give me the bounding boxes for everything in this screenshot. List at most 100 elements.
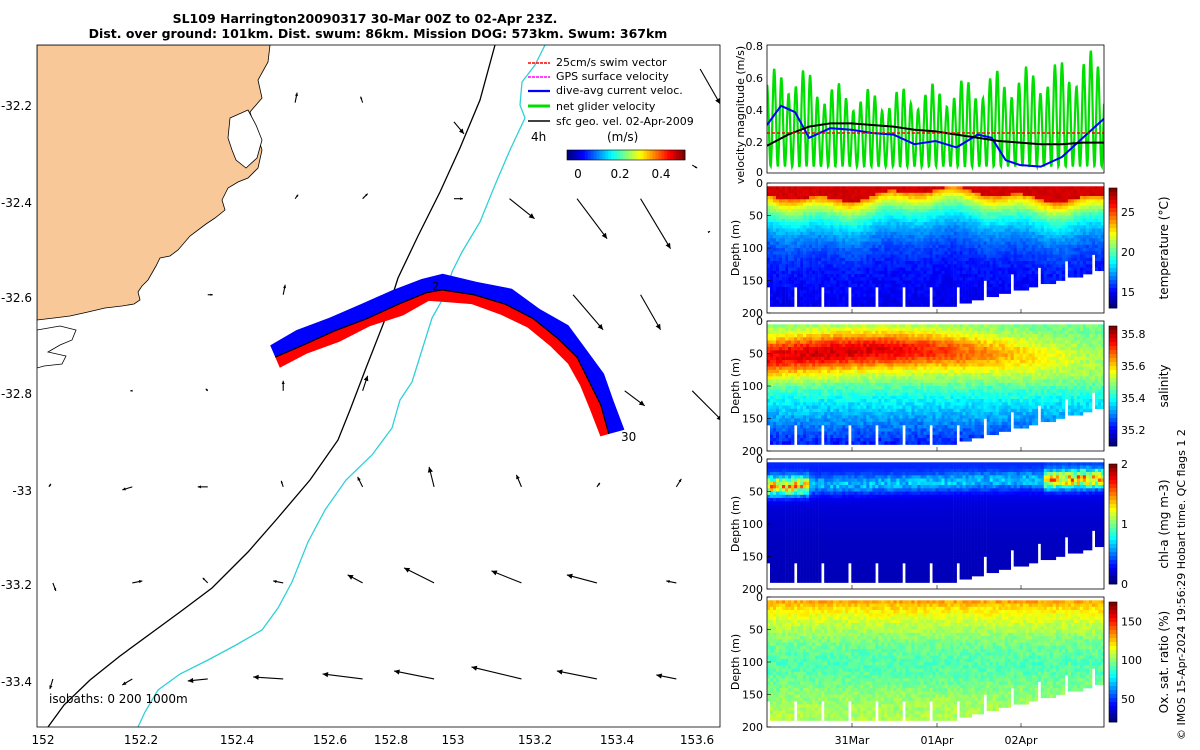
temperature-cell	[824, 225, 828, 229]
temperature-cell	[1079, 241, 1084, 246]
temperature-cell	[899, 274, 903, 278]
temperature-cell	[1004, 251, 1009, 255]
salinity-cell	[806, 379, 810, 384]
temperature-cell	[947, 300, 951, 304]
temperature-cell	[851, 228, 855, 233]
temperature-cell	[1061, 257, 1066, 262]
temperature-cell	[773, 290, 777, 294]
temperature-cell	[1007, 244, 1012, 249]
salinity-cell	[836, 421, 840, 426]
salinity-cell	[845, 330, 849, 335]
temperature-cell	[890, 186, 894, 190]
temperature-cell	[776, 274, 780, 278]
temperature-cell	[854, 228, 858, 233]
salinity-cell	[845, 395, 849, 400]
temperature-cell	[857, 189, 861, 194]
salinity-cell	[818, 356, 822, 361]
salinity-cell	[848, 363, 852, 367]
temperature-cell	[809, 257, 813, 262]
temperature-cell	[779, 238, 783, 242]
temperature-cell	[917, 225, 921, 229]
temperature-cell	[1098, 209, 1102, 213]
temperature-cell	[869, 277, 873, 281]
temperature-cell	[962, 264, 966, 268]
temperature-cell	[785, 287, 789, 291]
temperature-cell	[848, 261, 852, 265]
temperature-cell	[1082, 205, 1087, 210]
temperature-cell	[1040, 212, 1045, 216]
temperature-cell	[1007, 277, 1012, 281]
temperature-cell	[1031, 277, 1036, 281]
temperature-cell	[806, 293, 810, 298]
temperature-cell	[848, 270, 852, 275]
temperature-cell	[821, 251, 825, 255]
temperature-cell	[908, 189, 912, 194]
temperature-cell	[833, 300, 837, 304]
map-ytick--32.6: -32.6	[1, 291, 32, 305]
salinity-cell	[800, 438, 804, 442]
temperature-cell	[992, 290, 997, 294]
temperature-cell	[839, 186, 843, 190]
temperature-cell	[914, 202, 918, 207]
temperature-cell	[809, 267, 813, 272]
temperature-cell	[827, 225, 831, 229]
temperature-cell	[812, 205, 816, 210]
temperature-cell	[1098, 251, 1102, 255]
salinity-cell	[770, 379, 774, 384]
temperature-cell	[908, 209, 912, 213]
temperature-cell	[995, 212, 1000, 216]
temperature-cell	[797, 202, 801, 207]
salinity-cell	[836, 379, 840, 384]
temperature-cell	[1043, 280, 1048, 285]
salinity-cell	[812, 408, 816, 413]
temperature-cell	[845, 254, 849, 259]
temperature-cell	[947, 238, 951, 242]
salinity-cell	[812, 343, 816, 348]
temperature-cell	[770, 296, 774, 301]
temperature-cell	[1073, 251, 1078, 255]
temperature-cell	[944, 241, 948, 246]
temperature-cell	[875, 280, 879, 285]
salinity-cell	[770, 441, 774, 445]
temperature-cell	[803, 293, 807, 298]
salinity-cell	[797, 360, 801, 364]
salinity-cell	[803, 412, 807, 416]
temperature-cell	[911, 186, 915, 190]
temperature-cell	[1010, 235, 1015, 239]
temperature-cell	[860, 244, 864, 249]
temperature-cell	[950, 212, 954, 216]
map-legend: 25cm/s swim vector GPS surface velocity …	[528, 56, 694, 128]
temperature-cell	[1001, 215, 1006, 220]
temperature-cell	[785, 257, 789, 262]
temperature-cell	[1028, 231, 1033, 236]
temperature-cell	[1043, 270, 1048, 275]
temperature-cell	[794, 209, 798, 213]
temperature-cell	[854, 225, 858, 229]
temperature-cell	[971, 290, 975, 294]
salinity-cell	[791, 382, 795, 387]
temperature-cell	[782, 244, 786, 249]
temperature-cell	[845, 212, 849, 216]
temperature-cell	[836, 244, 840, 249]
salinity-cell	[809, 428, 813, 432]
temperature-cell	[1016, 270, 1021, 275]
temperature-cell	[1089, 254, 1093, 259]
temperature-cell	[845, 267, 849, 272]
salinity-cell	[773, 408, 777, 413]
temperature-cell	[866, 196, 870, 200]
temperature-cell	[953, 244, 957, 249]
salinity-cell	[791, 327, 795, 332]
temperature-cell	[848, 280, 852, 285]
temperature-cell	[833, 238, 837, 242]
temperature-cell	[827, 251, 831, 255]
salinity-cell	[809, 389, 813, 393]
temperature-cell	[935, 186, 939, 190]
temperature-cell	[947, 267, 951, 272]
temperature-cell	[833, 277, 837, 281]
temperature-cell	[953, 251, 957, 255]
salinity-cell	[839, 337, 843, 341]
temperature-cell	[998, 283, 1003, 288]
temperature-cell	[989, 293, 994, 298]
temperature-cell	[833, 287, 837, 291]
temperature-cell	[830, 189, 834, 194]
